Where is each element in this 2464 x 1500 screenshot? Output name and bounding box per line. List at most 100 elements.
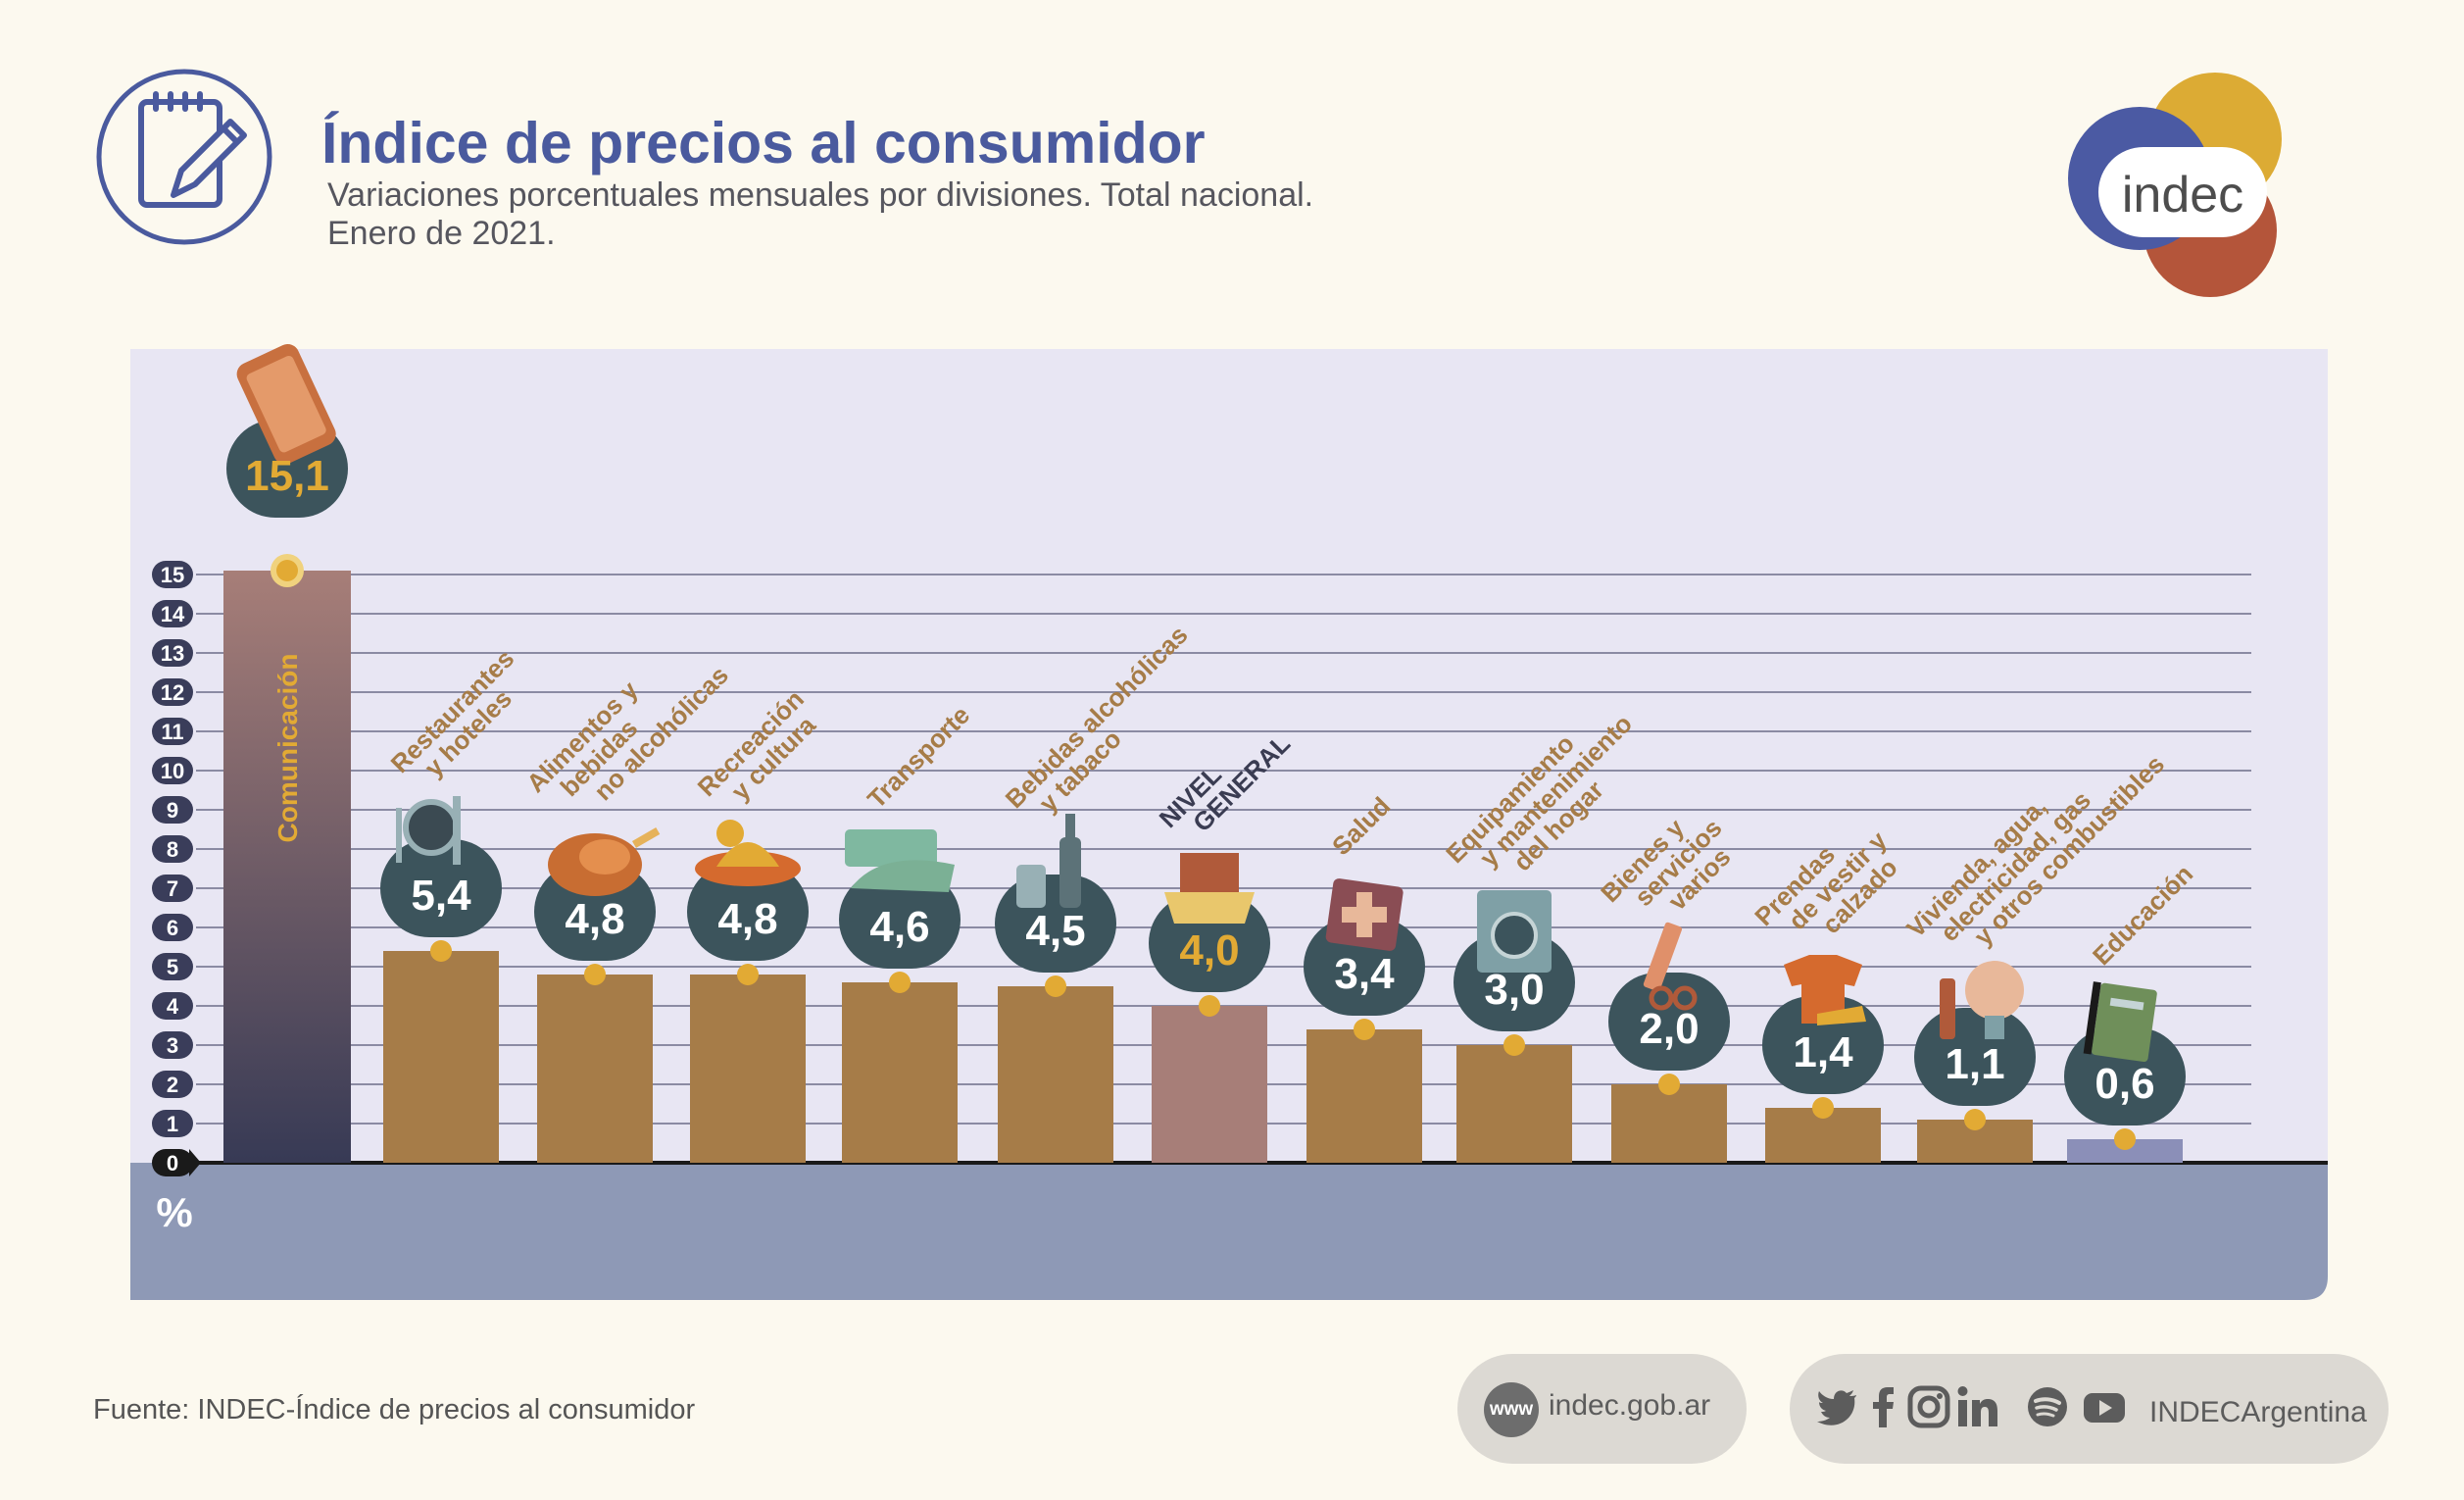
y-tick-label: 15: [161, 563, 184, 587]
instagram-icon[interactable]: [1906, 1384, 1951, 1429]
phone-icon: [236, 344, 336, 465]
value-label: 4,0: [1179, 926, 1239, 975]
y-tick-label: 12: [161, 680, 184, 705]
y-tick: 11: [152, 718, 193, 745]
bar: [537, 975, 653, 1163]
www-icon: www: [1484, 1382, 1539, 1437]
value-label: 3,4: [1334, 950, 1395, 998]
y-tick: 6: [152, 914, 193, 941]
bar: [1456, 1045, 1572, 1163]
social-handle[interactable]: INDECArgentina: [2149, 1396, 2367, 1428]
y-tick-label: 13: [161, 641, 184, 666]
bottles-icon: [1016, 814, 1081, 908]
y-tick-label: 3: [167, 1033, 178, 1058]
notebook-icon: [2083, 981, 2157, 1063]
bar: [1306, 1029, 1422, 1163]
page-date: Enero de 2021.: [327, 215, 556, 252]
restaurant-icon: [396, 796, 461, 865]
value-label: 2,0: [1639, 1005, 1699, 1053]
plot-floor: [130, 1163, 2328, 1300]
unit-label: %: [156, 1189, 192, 1235]
bar-dot: [2114, 1128, 2136, 1150]
value-badge: [1608, 973, 1730, 1071]
comb-scissors-icon: [1643, 922, 1698, 1011]
y-tick-label: 4: [167, 994, 179, 1019]
website-link[interactable]: indec.gob.ar: [1549, 1389, 1711, 1422]
y-tick: 0: [152, 1149, 201, 1176]
y-tick: 2: [152, 1071, 193, 1098]
lightbulb-icon: [1940, 961, 2024, 1039]
y-tick-label: 10: [161, 759, 184, 783]
y-tick: 15: [152, 561, 193, 588]
bar-dot: [584, 964, 606, 985]
bar: [1611, 1084, 1727, 1163]
sun-hat-icon: [695, 820, 801, 886]
value-badge: [839, 871, 961, 969]
bar: [223, 571, 351, 1163]
bar-dot: [1354, 1019, 1375, 1040]
value-badge: [687, 863, 809, 961]
value-label: 4,5: [1025, 907, 1085, 955]
sube-card-icon: [845, 829, 955, 892]
bar-dot: [1199, 995, 1220, 1017]
y-tick: 7: [152, 875, 193, 902]
y-tick-label: 5: [167, 955, 178, 979]
value-label: 4,8: [565, 895, 624, 943]
bar: [383, 951, 499, 1163]
y-tick: 10: [152, 757, 193, 784]
y-tick: 12: [152, 678, 193, 706]
shopping-basket-icon: [1164, 853, 1255, 924]
bar-dot: [1503, 1034, 1525, 1056]
bar-dot: [1658, 1074, 1680, 1095]
value-label: 1,1: [1945, 1040, 2004, 1088]
value-badge: [380, 839, 502, 937]
value-label: 5,4: [411, 872, 471, 920]
source-note: Fuente: INDEC-Índice de precios al consu…: [93, 1394, 696, 1425]
y-tick-label: 14: [161, 602, 185, 626]
bar-dot: [889, 972, 911, 993]
bar: [998, 986, 1113, 1163]
bar: [842, 982, 958, 1163]
roast-chicken-icon: [548, 827, 661, 896]
twitter-icon[interactable]: [1815, 1384, 1860, 1429]
y-tick-label: 2: [167, 1073, 178, 1097]
document-edit-icon: [96, 69, 272, 245]
page-subtitle: Variaciones porcentuales mensuales por d…: [327, 176, 1314, 214]
y-tick-label: 11: [161, 720, 183, 744]
bar-dot: [737, 964, 759, 985]
spotify-icon[interactable]: [2025, 1384, 2070, 1429]
y-tick-label: 8: [167, 837, 178, 862]
bar-group: 15,1 Comunicación: [223, 344, 351, 1163]
bar: [690, 975, 806, 1163]
youtube-icon[interactable]: [2082, 1384, 2127, 1429]
y-tick-label: 7: [167, 876, 178, 901]
value-label: 3,0: [1484, 966, 1544, 1014]
value-label: 4,6: [869, 903, 929, 951]
y-tick-label: 9: [167, 798, 178, 823]
bar-dot: [1964, 1109, 1986, 1130]
bar-dot: [1812, 1097, 1834, 1119]
washing-machine-icon: [1477, 890, 1552, 973]
bar: [1152, 1006, 1267, 1163]
indec-logo: indec: [2068, 73, 2282, 297]
page-title: Índice de precios al consumidor: [321, 111, 1206, 175]
y-tick-label: 6: [167, 916, 178, 940]
y-tick: 9: [152, 796, 193, 824]
y-tick-label: 1: [167, 1112, 178, 1136]
y-tick: 5: [152, 953, 193, 980]
logo-text: indec: [2122, 167, 2243, 224]
bar-dot: [430, 940, 452, 962]
value-label: 15,1: [245, 452, 329, 500]
y-tick: 3: [152, 1031, 193, 1059]
linkedin-icon[interactable]: [1955, 1384, 2000, 1429]
value-label: 1,4: [1793, 1028, 1853, 1076]
y-tick-label: 0: [167, 1151, 178, 1175]
bar-dot: [1045, 975, 1066, 997]
facebook-icon[interactable]: [1860, 1384, 1905, 1429]
y-tick: 13: [152, 639, 193, 667]
value-label: 4,8: [717, 895, 777, 943]
y-tick: 14: [152, 600, 193, 627]
shirt-shoe-icon: [1784, 955, 1866, 1025]
y-tick: 4: [152, 992, 193, 1020]
